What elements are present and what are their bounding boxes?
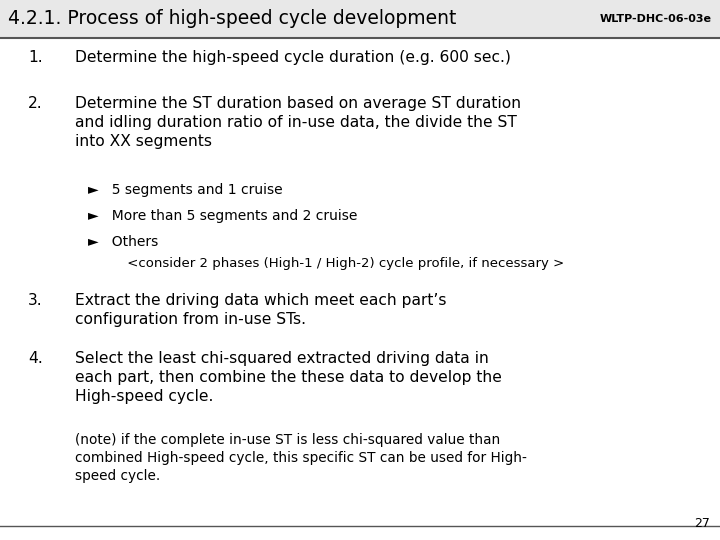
Text: 2.: 2.	[28, 96, 42, 111]
Text: 4.2.1. Process of high-speed cycle development: 4.2.1. Process of high-speed cycle devel…	[8, 10, 456, 29]
Text: 3.: 3.	[28, 293, 42, 308]
Text: (note) if the complete in-use ST is less chi-squared value than
combined High-sp: (note) if the complete in-use ST is less…	[75, 433, 527, 483]
Text: <consider 2 phases (High-1 / High-2) cycle profile, if necessary >: <consider 2 phases (High-1 / High-2) cyc…	[106, 257, 564, 270]
Text: WLTP-DHC-06-03e: WLTP-DHC-06-03e	[600, 14, 712, 24]
Text: Extract the driving data which meet each part’s
configuration from in-use STs.: Extract the driving data which meet each…	[75, 293, 446, 327]
Text: 4.: 4.	[28, 351, 42, 366]
Text: 1.: 1.	[28, 50, 42, 65]
Text: ►   Others: ► Others	[88, 235, 158, 249]
Text: Select the least chi-squared extracted driving data in
each part, then combine t: Select the least chi-squared extracted d…	[75, 351, 502, 404]
Text: ►   More than 5 segments and 2 cruise: ► More than 5 segments and 2 cruise	[88, 209, 357, 223]
Text: Determine the ST duration based on average ST duration
and idling duration ratio: Determine the ST duration based on avera…	[75, 96, 521, 150]
Text: ►   5 segments and 1 cruise: ► 5 segments and 1 cruise	[88, 183, 283, 197]
Text: Determine the high-speed cycle duration (e.g. 600 sec.): Determine the high-speed cycle duration …	[75, 50, 511, 65]
Text: 27: 27	[694, 517, 710, 530]
Bar	[0, 0, 720, 38]
